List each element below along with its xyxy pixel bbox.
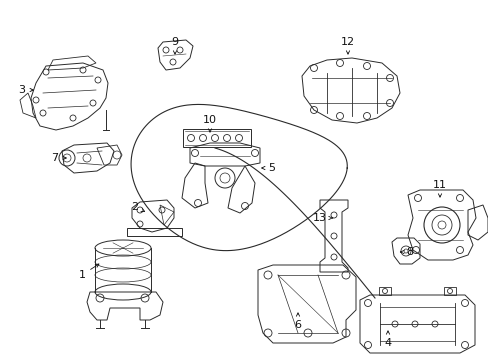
Text: 8: 8	[400, 247, 413, 257]
Text: 3: 3	[19, 85, 33, 95]
Text: 6: 6	[294, 313, 301, 330]
Text: 9: 9	[171, 37, 178, 54]
Text: 11: 11	[432, 180, 446, 197]
Text: 7: 7	[51, 153, 66, 163]
Text: 12: 12	[340, 37, 354, 54]
Text: 13: 13	[312, 213, 332, 223]
Text: 5: 5	[261, 163, 275, 173]
Text: 4: 4	[384, 331, 391, 348]
Text: 1: 1	[79, 264, 99, 280]
Text: 10: 10	[203, 115, 217, 132]
Text: 2: 2	[131, 202, 144, 212]
